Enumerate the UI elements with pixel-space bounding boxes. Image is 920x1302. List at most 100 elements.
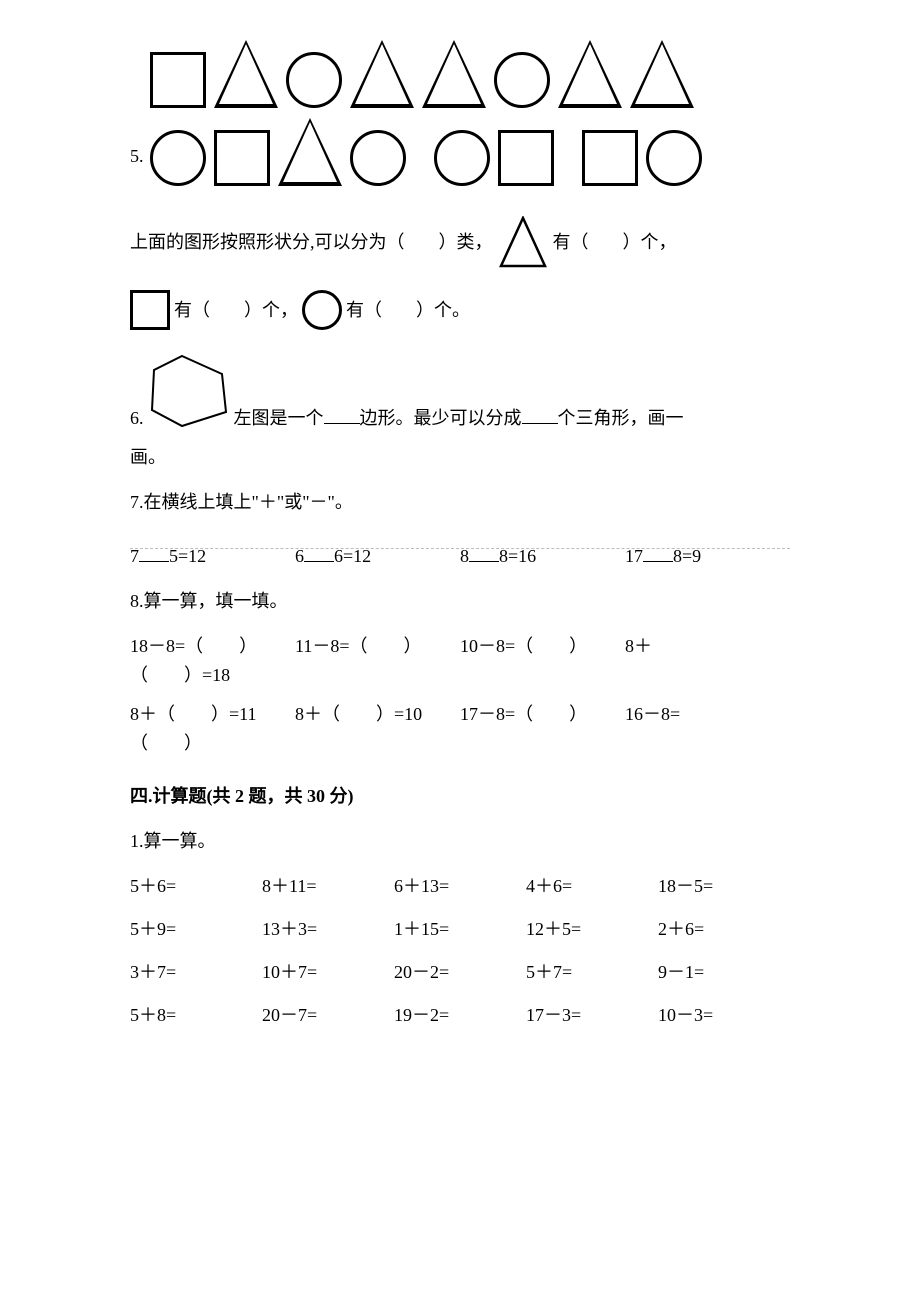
blank-line xyxy=(324,405,360,424)
q8-eq: 17－8=（ ） xyxy=(460,701,625,728)
calc-eq: 5＋7= xyxy=(526,959,658,986)
section4-title: 四.计算题(共 2 题，共 30 分) xyxy=(130,783,790,810)
q5-text: ）个， xyxy=(244,297,298,324)
calc-eq: 6＋13= xyxy=(394,873,526,900)
q7-eq: 8 8=16 xyxy=(460,543,625,570)
q8-row1-cont: （ ）=18 xyxy=(130,662,790,689)
square-shape xyxy=(214,130,270,186)
eq-part: 8=16 xyxy=(499,546,536,566)
blank-line xyxy=(304,543,334,562)
q5-text: 有（ xyxy=(553,229,589,256)
q8-eq: 18－8=（ ） xyxy=(130,633,295,660)
eq-part: 17 xyxy=(625,546,643,566)
q6-text: 左图是一个 xyxy=(234,408,324,428)
calc-eq: 20－2= xyxy=(394,959,526,986)
q6-text-wrap: 左图是一个 边形。最少可以分成 个三角形，画一 xyxy=(234,405,684,438)
triangle-shape xyxy=(558,40,622,108)
hexagon-icon xyxy=(144,352,234,438)
circle-shape xyxy=(150,130,206,186)
calc-eq: 10－3= xyxy=(658,1002,790,1029)
calc-eq: 5＋9= xyxy=(130,916,262,943)
square-icon xyxy=(130,290,170,330)
q7-eq: 7 5=12 xyxy=(130,543,295,570)
eq-part: 6=12 xyxy=(334,546,371,566)
q5-shapes-block: 5. xyxy=(130,40,790,186)
calc-eq: 17－3= xyxy=(526,1002,658,1029)
q6-number: 6. xyxy=(130,405,144,438)
eq-part: 5=12 xyxy=(169,546,206,566)
q5-text: ）类， xyxy=(439,229,493,256)
calc-row: 3＋7= 10＋7= 20－2= 5＋7= 9－1= xyxy=(130,959,790,986)
calc-eq: 13＋3= xyxy=(262,916,394,943)
calc-eq: 12＋5= xyxy=(526,916,658,943)
calc-row: 5＋6= 8＋11= 6＋13= 4＋6= 18－5= xyxy=(130,873,790,900)
circle-shape xyxy=(434,130,490,186)
q5-text: ）个。 xyxy=(416,297,470,324)
q5-text: 有（ xyxy=(174,297,210,324)
q8-eq: 11－8=（ ） xyxy=(295,633,460,660)
calc-row: 5＋9= 13＋3= 1＋15= 12＋5= 2＋6= xyxy=(130,916,790,943)
eq-part: 8=9 xyxy=(673,546,701,566)
q8-eq: 8＋ xyxy=(625,633,790,660)
q7-eq: 6 6=12 xyxy=(295,543,460,570)
circle-shape xyxy=(494,52,550,108)
q5-shapes xyxy=(150,40,702,186)
triangle-shape xyxy=(278,118,342,186)
calc-eq: 5＋6= xyxy=(130,873,262,900)
blank-line xyxy=(469,543,499,562)
blank-line xyxy=(522,405,558,424)
calc-row: 5＋8= 20－7= 19－2= 17－3= 10－3= xyxy=(130,1002,790,1029)
q5-text: 有（ xyxy=(346,297,382,324)
q5-text-line2: 有（ ）个， 有（ ）个。 xyxy=(130,290,790,330)
square-shape xyxy=(582,130,638,186)
triangle-shape xyxy=(214,40,278,108)
calc-eq: 3＋7= xyxy=(130,959,262,986)
q8-title: 8.算一算，填一填。 xyxy=(130,588,790,615)
q8-row1: 18－8=（ ） 11－8=（ ） 10－8=（ ） 8＋ xyxy=(130,633,790,660)
q8-eq: 8＋（ ）=11 xyxy=(130,701,295,728)
q7-equations-wrap: 7 5=12 6 6=12 8 8=16 17 8=9 xyxy=(130,534,790,570)
circle-shape xyxy=(350,130,406,186)
q6-row: 6. 左图是一个 边形。最少可以分成 个三角形，画一 xyxy=(130,352,790,438)
q8-row2-cont: （ ） xyxy=(130,730,790,757)
q8-eq: 10－8=（ ） xyxy=(460,633,625,660)
q8-row2-wrap: 8＋（ ）=11 8＋（ ）=10 17－8=（ ） 16－8= （ ） xyxy=(130,701,790,757)
q8-row2: 8＋（ ）=11 8＋（ ）=10 17－8=（ ） 16－8= xyxy=(130,701,790,728)
q5-shapes-row1 xyxy=(150,40,702,108)
q6-text: 个三角形，画一 xyxy=(558,408,684,428)
q8-row1-wrap: 18－8=（ ） 11－8=（ ） 10－8=（ ） 8＋ （ ）=18 xyxy=(130,633,790,689)
q5-text: ）个， xyxy=(623,229,677,256)
q5-number: 5. xyxy=(130,143,144,186)
calc-eq: 4＋6= xyxy=(526,873,658,900)
triangle-shape xyxy=(350,40,414,108)
q5-text: 上面的图形按照形状分,可以分为（ xyxy=(130,229,405,256)
eq-part: 6 xyxy=(295,546,304,566)
blank-line xyxy=(139,543,169,562)
calc-eq: 20－7= xyxy=(262,1002,394,1029)
square-shape xyxy=(150,52,206,108)
triangle-shape xyxy=(422,40,486,108)
calc-eq: 5＋8= xyxy=(130,1002,262,1029)
calc-eq: 9－1= xyxy=(658,959,790,986)
blank-line xyxy=(643,543,673,562)
q5-shapes-row2 xyxy=(150,118,702,186)
triangle-icon xyxy=(499,216,547,268)
q8-eq: 16－8= xyxy=(625,701,790,728)
triangle-shape xyxy=(630,40,694,108)
q6-text: 边形。最少可以分成 xyxy=(360,408,522,428)
q6-text-cont: 画。 xyxy=(130,444,790,471)
q5-text-line1: 上面的图形按照形状分,可以分为（ ）类， 有（ ）个， xyxy=(130,216,790,268)
q7-equations: 7 5=12 6 6=12 8 8=16 17 8=9 xyxy=(130,543,790,570)
calc-eq: 18－5= xyxy=(658,873,790,900)
calc-eq: 10＋7= xyxy=(262,959,394,986)
calc-eq: 2＋6= xyxy=(658,916,790,943)
eq-part: 8 xyxy=(460,546,469,566)
square-shape xyxy=(498,130,554,186)
circle-icon xyxy=(302,290,342,330)
q7-title: 7.在横线上填上"＋"或"－"。 xyxy=(130,489,790,516)
q8-eq: 8＋（ ）=10 xyxy=(295,701,460,728)
calc-eq: 8＋11= xyxy=(262,873,394,900)
eq-part: 7 xyxy=(130,546,139,566)
calc-eq: 1＋15= xyxy=(394,916,526,943)
q7-eq: 17 8=9 xyxy=(625,543,790,570)
